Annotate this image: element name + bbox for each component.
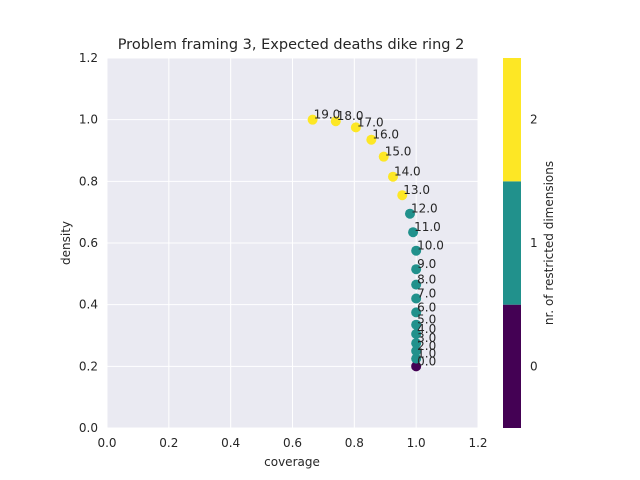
y-tick-label: 0.2 (79, 359, 98, 373)
data-point-label: 4.0 (417, 322, 436, 336)
data-point-label: 15.0 (385, 145, 412, 159)
y-tick-label: 0.6 (79, 236, 98, 250)
data-point (411, 328, 422, 339)
colorbar-segment (503, 304, 521, 428)
data-point (378, 151, 389, 162)
data-point-label: 19.0 (314, 108, 341, 122)
data-point-label: 18.0 (337, 109, 364, 123)
chart-title: Problem framing 3, Expected deaths dike … (118, 37, 465, 53)
data-point (330, 116, 341, 127)
data-point-label: 9.0 (417, 257, 436, 271)
colorbar-label: nr. of restricted dimensions (542, 161, 556, 325)
data-point-label: 2.0 (417, 339, 436, 353)
x-tick-label: 0.8 (345, 436, 364, 450)
data-point-label: 12.0 (411, 202, 438, 216)
y-tick-label: 1.0 (79, 113, 98, 127)
x-tick-label: 0.4 (221, 436, 240, 450)
data-point (411, 293, 422, 304)
data-point (411, 353, 422, 364)
colorbar-segment (503, 181, 521, 305)
axis-ticks: 0.0 0.2 0.4 0.6 0.8 1.0 1.2 0.0 0.2 0.4 0.6 0.8 1.0 1… (79, 51, 488, 450)
data-point (307, 114, 318, 125)
colorbar-segment (503, 58, 521, 182)
data-point-label: 6.0 (417, 300, 436, 314)
data-point-label: 8.0 (417, 273, 436, 287)
y-tick-label: 1.2 (79, 51, 98, 65)
data-point-label: 11.0 (414, 220, 441, 234)
data-point-label: 14.0 (394, 165, 421, 179)
data-point (397, 190, 408, 201)
data-point-label: 3.0 (417, 331, 436, 345)
data-point-label: 17.0 (357, 115, 384, 129)
data-point (411, 338, 422, 349)
colorbar-tick-label: 1 (530, 236, 538, 250)
data-point-label: 5.0 (417, 313, 436, 327)
y-tick-label: 0.8 (79, 174, 98, 188)
data-points (307, 114, 422, 372)
data-point-label: 0.0 (417, 354, 436, 368)
data-point-label: 10.0 (417, 239, 444, 253)
data-point (404, 208, 415, 219)
x-tick-label: 0.2 (159, 436, 178, 450)
data-point (350, 122, 361, 133)
data-point (408, 227, 419, 238)
x-tick-label: 1.0 (407, 436, 426, 450)
data-point (387, 171, 398, 182)
x-tick-label: 1.2 (468, 436, 487, 450)
data-point (411, 361, 422, 372)
x-tick-label: 0.6 (283, 436, 302, 450)
point-labels: 0.01.02.03.04.05.06.07.08.0 9.0 10.0 11.0 12… (314, 108, 444, 369)
data-point (411, 264, 422, 275)
data-point-label: 1.0 (417, 347, 436, 361)
data-point (411, 279, 422, 290)
grid (106, 57, 479, 429)
colorbar-tick-label: 0 (530, 359, 538, 373)
data-point (411, 319, 422, 330)
colorbar-tick-label: 2 (530, 113, 538, 127)
y-tick-label: 0.4 (79, 298, 98, 312)
data-point (411, 345, 422, 356)
data-point-label: 16.0 (372, 128, 399, 142)
data-point-label: 7.0 (417, 287, 436, 301)
y-tick-label: 0.0 (79, 421, 98, 435)
data-point (411, 245, 422, 256)
data-point (366, 134, 377, 145)
data-point-label: 13.0 (403, 183, 430, 197)
x-tick-label: 0.0 (97, 436, 116, 450)
x-axis-label: coverage (264, 455, 320, 469)
data-point (411, 307, 422, 318)
y-axis-label: density (59, 221, 73, 265)
colorbar: 0 1 2 (503, 58, 538, 428)
